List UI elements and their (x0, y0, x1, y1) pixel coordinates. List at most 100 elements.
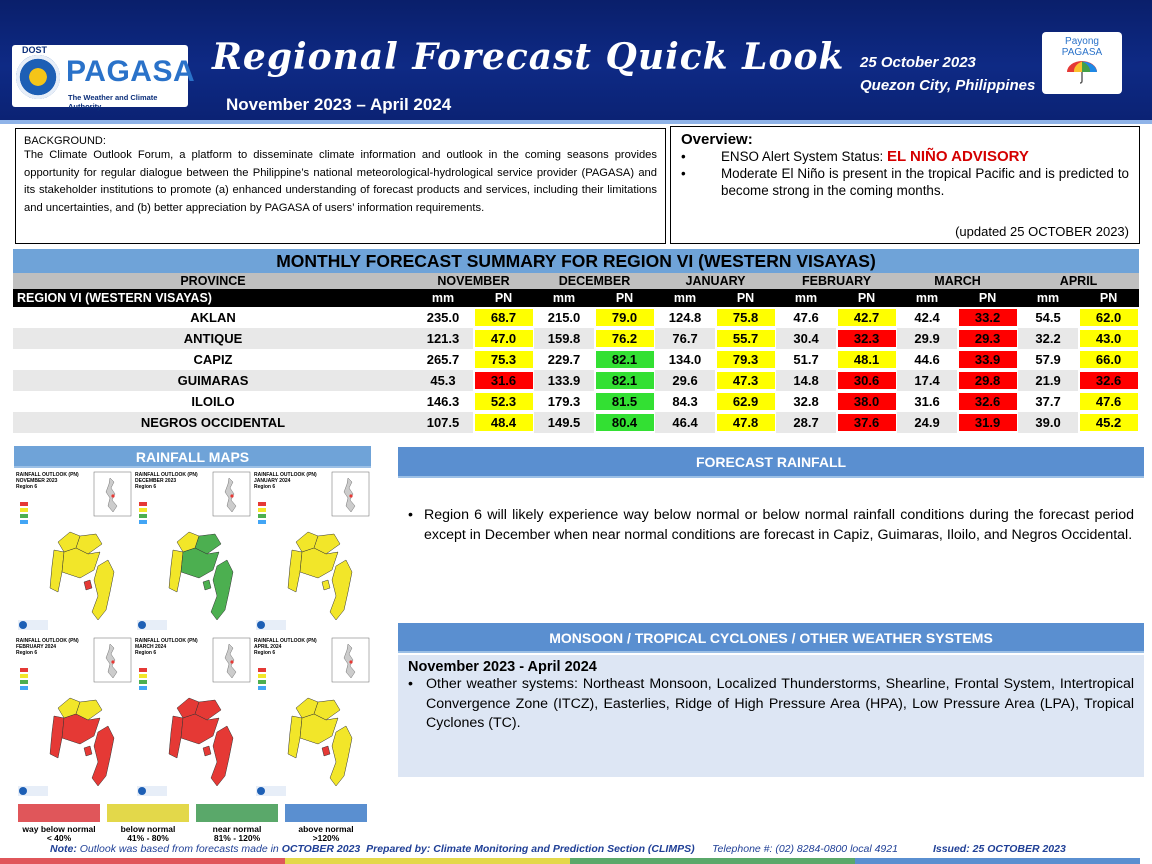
pn-value: 37.6 (837, 414, 896, 431)
map-title: RAINFALL OUTLOOK (PN) (254, 638, 317, 644)
dost-label: DOST (22, 45, 48, 55)
pn-cell: 55.7 (715, 328, 776, 349)
map-title: RAINFALL OUTLOOK (PN) DECEMBER 2023 Region… (135, 472, 198, 490)
pn-cell: 81.5 (594, 391, 655, 412)
pn-cell: 30.6 (836, 370, 897, 391)
rainfall-mm: 29.6 (655, 370, 716, 391)
map-region: Region 6 (254, 484, 276, 490)
monsoon-section: November 2023 - April 2024 • Other weath… (398, 655, 1144, 777)
mm-header: mm (413, 289, 473, 307)
footer-text: Note: Outlook was based from forecasts m… (50, 843, 1066, 855)
rainfall-mm: 47.6 (793, 310, 819, 325)
rainfall-mm: 44.6 (914, 352, 940, 367)
forecast-table: PROVINCE NOVEMBER DECEMBER JANUARY FEBRUARY… (13, 273, 1140, 433)
pn-header: PN (473, 289, 535, 307)
map-region: Region 6 (135, 650, 157, 656)
region-map-icon (18, 637, 132, 796)
rainfall-mm: 14.8 (776, 370, 837, 391)
forecast-rainfall-heading: FORECAST RAINFALL (398, 447, 1144, 478)
pn-cell: 66.0 (1078, 349, 1139, 370)
bullet: • (681, 149, 686, 164)
pn-value: 79.3 (716, 351, 775, 368)
map-month: APRIL 2024 (254, 644, 282, 650)
pn-value: 75.3 (474, 351, 533, 368)
pn-value: 79.0 (595, 309, 654, 326)
rainfall-map: RAINFALL OUTLOOK (PN) NOVEMBER 2023 Region… (14, 470, 133, 634)
rainfall-maps-heading: RAINFALL MAPS (14, 446, 371, 468)
rainfall-mm: 37.7 (1035, 394, 1061, 409)
region-map-icon (256, 471, 370, 630)
payong-line1: Payong (1065, 36, 1099, 47)
rainfall-mm: 179.3 (547, 394, 581, 409)
rainfall-map: RAINFALL OUTLOOK (PN) DECEMBER 2023 Region… (133, 470, 252, 634)
rainfall-mm: 121.3 (413, 328, 473, 349)
bullet: • (408, 676, 413, 692)
rainfall-mm: 265.7 (426, 352, 460, 367)
pn-cell: 37.6 (836, 412, 897, 433)
pagasa-seal-icon (16, 55, 60, 99)
legend-label: above normal >120% (285, 825, 367, 843)
legend-swatch (196, 804, 278, 822)
legend-category: near normal (212, 824, 262, 834)
map-region: Region 6 (16, 650, 38, 656)
page-header: DOST PAGASA The Weather and Climate Auth… (0, 0, 1152, 124)
legend-label: way below normal < 40% (18, 825, 100, 843)
map-month: JANUARY 2024 (254, 478, 291, 484)
pn-value: 42.7 (837, 309, 896, 326)
map-title: RAINFALL OUTLOOK (PN) (254, 472, 317, 478)
forecast-table-body: AKLAN 235.0 68.7 215.0 79.0 124.8 75.8 47.6 42.7… (13, 307, 1139, 433)
province-name: GUIMARAS (13, 370, 413, 391)
pn-value: 52.3 (474, 393, 533, 410)
pn-cell: 80.4 (594, 412, 655, 433)
map-region: Region 6 (135, 484, 157, 490)
rainfall-map: RAINFALL OUTLOOK (PN) JANUARY 2024 Region … (252, 470, 371, 634)
pn-header: PN (957, 289, 1019, 307)
map-title: RAINFALL OUTLOOK (PN) (135, 472, 198, 478)
map-title: RAINFALL OUTLOOK (PN) (16, 638, 79, 644)
pn-cell: 76.2 (594, 328, 655, 349)
enso-label: ENSO Alert System Status: (721, 149, 887, 164)
pn-cell: 33.9 (957, 349, 1018, 370)
pn-cell: 32.6 (1078, 370, 1139, 391)
pn-cell: 33.2 (957, 307, 1018, 328)
legend-range: 81% - 120% (213, 833, 261, 843)
pn-cell: 31.6 (473, 370, 534, 391)
rainfall-mm: 28.7 (776, 412, 837, 433)
rainfall-mm: 17.4 (897, 370, 958, 391)
region-map-icon (137, 637, 251, 796)
legend-label: below normal 41% - 80% (107, 825, 189, 843)
pn-value: 47.3 (716, 372, 775, 389)
pn-cell: 79.3 (715, 349, 776, 370)
map-month: NOVEMBER 2023 (16, 478, 58, 484)
bullet: • (408, 507, 413, 523)
pn-cell: 62.0 (1078, 307, 1139, 328)
forecast-rainfall-text: • Region 6 will likely experience way be… (408, 506, 1134, 545)
pn-cell: 43.0 (1078, 328, 1139, 349)
legend-category: below normal (120, 824, 176, 834)
background-text: The Climate Outlook Forum, a platform to… (24, 149, 657, 214)
province-name: NEGROS OCCIDENTAL (13, 412, 413, 433)
pn-cell: 82.1 (594, 370, 655, 391)
pn-header: PN (715, 289, 777, 307)
map-title: RAINFALL OUTLOOK (PN) FEBRUARY 2024 Region… (16, 638, 79, 656)
pn-cell: 29.3 (957, 328, 1018, 349)
footer-prepared: Prepared by: Climate Monitoring and Pred… (366, 843, 695, 855)
pn-value: 80.4 (595, 414, 654, 431)
region-map-icon (256, 637, 370, 796)
pn-cell: 45.2 (1078, 412, 1139, 433)
pn-cell: 32.6 (957, 391, 1018, 412)
table-row: AKLAN 235.0 68.7 215.0 79.0 124.8 75.8 47.6 42.7… (13, 307, 1139, 328)
province-name: AKLAN (190, 310, 236, 325)
rainfall-legend: way below normal < 40% below normal 41% - 8… (14, 804, 371, 844)
pn-cell: 79.0 (594, 307, 655, 328)
legend-swatch (285, 804, 367, 822)
rainfall-maps-panel: RAINFALL MAPS RAINFALL OUTLOOK (PN) NOVEM… (14, 446, 371, 800)
map-month: FEBRUARY 2024 (16, 644, 57, 650)
month-header: FEBRUARY (776, 273, 898, 289)
month-header: MARCH (897, 273, 1019, 289)
rainfall-mm: 21.9 (1018, 370, 1079, 391)
pn-value: 47.8 (716, 414, 775, 431)
pn-cell: 82.1 (594, 349, 655, 370)
footer-note-month: OCTOBER 2023 (281, 843, 361, 855)
rainfall-mm: 124.8 (668, 310, 702, 325)
